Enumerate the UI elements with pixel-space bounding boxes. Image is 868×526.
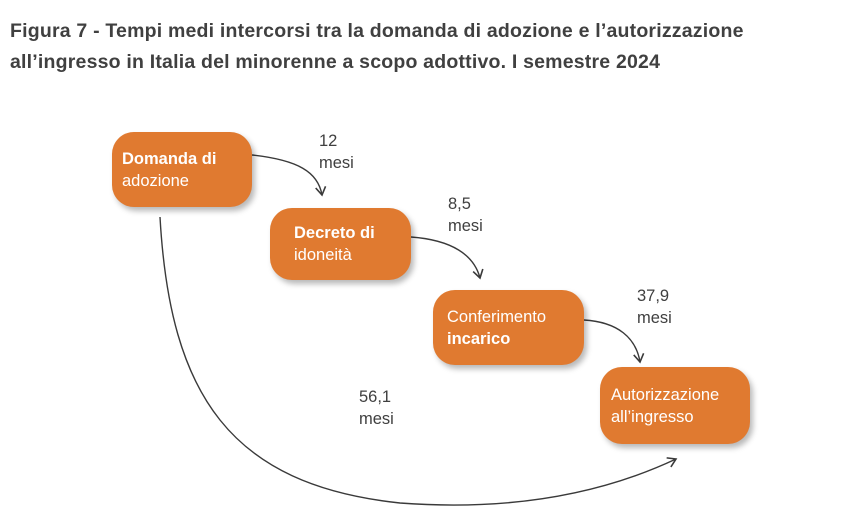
duration-value: 12 — [319, 132, 338, 150]
node-conferimento-line-1: Conferimento — [447, 307, 547, 326]
node-domanda-line-1: Domanda di — [122, 149, 217, 168]
duration-label-12: 12 mesi — [319, 130, 354, 174]
duration-value: 8,5 — [448, 195, 471, 213]
node-decreto-line-1: Decreto di — [294, 224, 375, 242]
duration-label-56-1: 56,1 mesi — [359, 386, 394, 430]
figure-title: Figura 7 - Tempi medi intercorsi tra la … — [10, 16, 860, 78]
duration-value: 56,1 — [359, 388, 392, 406]
arrow-domanda-to-decreto — [251, 154, 327, 197]
node-domanda-di-adozione: Domanda di adozione — [112, 132, 252, 207]
node-decreto-di-idoneita: Decreto di idoneità — [270, 208, 411, 280]
arrow-decreto-to-conferimento — [410, 236, 484, 280]
duration-label-37-9: 37,9 mesi — [637, 285, 672, 329]
figure-title-line-1: Figura 7 - Tempi medi intercorsi tra la … — [10, 20, 744, 42]
duration-unit: mesi — [359, 410, 394, 428]
duration-unit: mesi — [637, 309, 672, 327]
node-autorizzazione-all-ingresso: Autorizzazione all’ingresso — [600, 367, 750, 444]
node-domanda-line-2: adozione — [122, 171, 189, 190]
arrow-conferimento-to-autorizzazione — [583, 319, 645, 364]
duration-unit: mesi — [319, 154, 354, 172]
node-conferimento-line-2: incarico — [447, 329, 511, 348]
arrow-domanda-to-autorizzazione — [159, 216, 678, 506]
node-decreto-line-2: idoneità — [294, 246, 352, 264]
node-autorizzazione-line-2: all’ingresso — [611, 407, 694, 426]
node-autorizzazione-line-1: Autorizzazione — [611, 385, 720, 404]
duration-value: 37,9 — [637, 287, 670, 305]
figure-title-line-2: all’ingresso in Italia del minorenne a s… — [10, 51, 661, 73]
duration-label-8-5: 8,5 mesi — [448, 193, 483, 237]
node-conferimento-incarico: Conferimento incarico — [433, 290, 584, 365]
duration-unit: mesi — [448, 217, 483, 235]
